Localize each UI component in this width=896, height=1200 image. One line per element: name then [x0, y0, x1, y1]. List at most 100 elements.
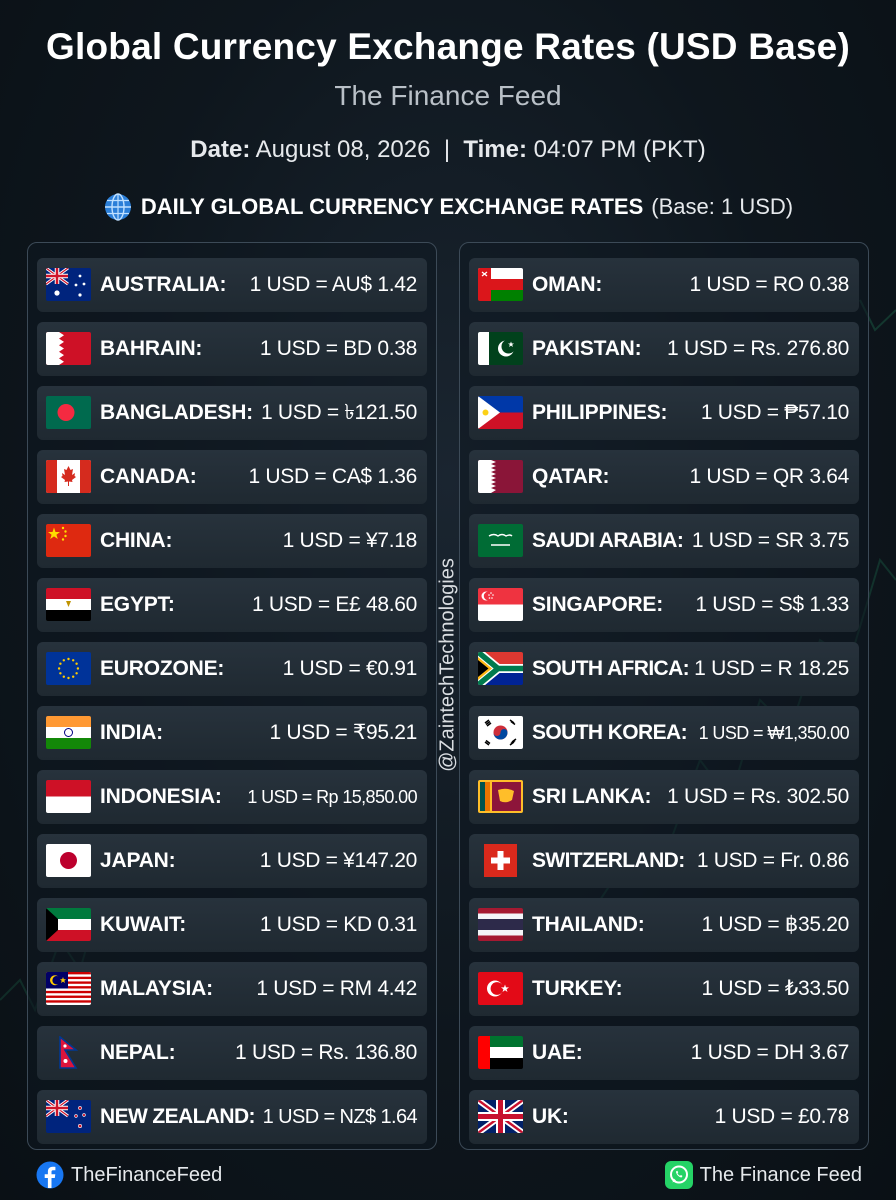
rate-row-uk: UK: 1 USD = £0.78 [469, 1090, 859, 1144]
exchange-rate: 1 USD = DH 3.67 [690, 1041, 850, 1064]
headline-base: (Base: 1 USD) [651, 194, 794, 219]
nepal-flag-icon [46, 1036, 91, 1069]
rate-row-egypt: EGYPT: 1 USD = E£ 48.60 [37, 578, 427, 632]
rate-row-thailand: THAILAND: 1 USD = ฿35.20 [469, 898, 859, 952]
exchange-rate: 1 USD = ৳121.50 [261, 401, 417, 424]
exchange-rate: 1 USD = KD 0.31 [259, 913, 417, 936]
right-rates-panel: OMAN: 1 USD = RO 0.38 PAKISTAN: 1 USD = … [459, 242, 869, 1150]
switzerland-flag-icon [478, 844, 523, 877]
australia-flag-icon [46, 268, 91, 301]
thailand-flag-icon [478, 908, 523, 941]
country-name: INDIA: [100, 721, 163, 744]
rate-row-canada: CANADA: 1 USD = CA$ 1.36 [37, 450, 427, 504]
page-title: Global Currency Exchange Rates (USD Base… [46, 26, 850, 67]
whatsapp-link[interactable]: The Finance Feed [664, 1160, 862, 1190]
country-name: JAPAN: [100, 849, 176, 872]
rate-row-switzerland: SWITZERLAND: 1 USD = Fr. 0.86 [469, 834, 859, 888]
exchange-rate: 1 USD = Fr. 0.86 [696, 849, 849, 872]
exchange-rate: 1 USD = ₩1,350.00 [698, 723, 850, 743]
egypt-flag-icon [46, 588, 91, 621]
country-name: QATAR: [532, 465, 610, 488]
globe-icon [104, 193, 131, 221]
country-name: SINGAPORE: [532, 593, 664, 616]
exchange-rate: 1 USD = £0.78 [714, 1105, 850, 1128]
rate-row-qatar: QATAR: 1 USD = QR 3.64 [469, 450, 859, 504]
rate-row-philippines: PHILIPPINES: 1 USD = ₱57.10 [469, 386, 859, 440]
rate-row-uae: UAE: 1 USD = DH 3.67 [469, 1026, 859, 1080]
india-flag-icon [46, 716, 91, 749]
rate-row-china: CHINA: 1 USD = ¥7.18 [37, 514, 427, 568]
country-name: BANGLADESH: [100, 401, 253, 424]
facebook-link[interactable]: TheFinanceFeed [36, 1160, 222, 1190]
rate-row-pakistan: PAKISTAN: 1 USD = Rs. 276.80 [469, 322, 859, 376]
rate-row-australia: AUSTRALIA: 1 USD = AU$ 1.42 [37, 258, 427, 312]
exchange-rate: 1 USD = ¥7.18 [282, 529, 418, 552]
philippines-flag-icon [478, 396, 523, 429]
exchange-rate: 1 USD = ₹95.21 [269, 721, 418, 744]
rate-row-nepal: NEPAL: 1 USD = Rs. 136.80 [37, 1026, 427, 1080]
country-name: CHINA: [100, 529, 173, 552]
eurozone-flag-icon [46, 652, 91, 685]
exchange-rate: 1 USD = E£ 48.60 [251, 593, 417, 616]
saudi-arabia-flag-icon [478, 524, 523, 557]
country-name: SOUTH AFRICA: [532, 657, 690, 680]
time-value: 04:07 PM (PKT) [533, 136, 706, 163]
country-name: SAUDI ARABIA: [532, 529, 684, 552]
time-label: Time: [463, 136, 527, 163]
exchange-rate: 1 USD = R 18.25 [694, 657, 849, 680]
uk-flag-icon [478, 1100, 523, 1133]
country-name: AUSTRALIA: [100, 273, 227, 296]
rate-row-south-korea: SOUTH KOREA: 1 USD = ₩1,350.00 [469, 706, 859, 760]
country-name: BAHRAIN: [100, 337, 203, 360]
date-label: Date: [190, 136, 251, 163]
sri-lanka-flag-icon [478, 780, 523, 813]
exchange-rate: 1 USD = €0.91 [282, 657, 418, 680]
country-name: OMAN: [532, 273, 603, 296]
left-rates-panel: AUSTRALIA: 1 USD = AU$ 1.42 BAHRAIN: 1 U… [27, 242, 437, 1150]
china-flag-icon [46, 524, 91, 557]
exchange-rate: 1 USD = SR 3.75 [691, 529, 849, 552]
exchange-rate: 1 USD = CA$ 1.36 [248, 465, 417, 488]
exchange-rate: 1 USD = Rs. 276.80 [667, 337, 849, 360]
bangladesh-flag-icon [46, 396, 91, 429]
singapore-flag-icon [478, 588, 523, 621]
rate-row-india: INDIA: 1 USD = ₹95.21 [37, 706, 427, 760]
country-name: EGYPT: [100, 593, 175, 616]
watermark-text: @ZaintechTechnologies [436, 558, 459, 772]
country-name: EUROZONE: [100, 657, 225, 680]
exchange-rate: 1 USD = ¥147.20 [259, 849, 418, 872]
country-name: NEW ZEALAND: [100, 1105, 256, 1128]
country-name: PAKISTAN: [532, 337, 642, 360]
rate-row-saudi-arabia: SAUDI ARABIA: 1 USD = SR 3.75 [469, 514, 859, 568]
exchange-rate: 1 USD = QR 3.64 [689, 465, 850, 488]
country-name: PHILIPPINES: [532, 401, 668, 424]
rate-row-bangladesh: BANGLADESH: 1 USD = ৳121.50 [37, 386, 427, 440]
exchange-rate: 1 USD = Rs. 302.50 [667, 785, 849, 808]
rate-row-sri-lanka: SRI LANKA: 1 USD = Rs. 302.50 [469, 770, 859, 824]
canada-flag-icon [46, 460, 91, 493]
rate-row-japan: JAPAN: 1 USD = ¥147.20 [37, 834, 427, 888]
country-name: MALAYSIA: [100, 977, 213, 1000]
exchange-rate: 1 USD = Rs. 136.80 [235, 1041, 417, 1064]
south-africa-flag-icon [478, 652, 523, 685]
country-name: NEPAL: [100, 1041, 176, 1064]
rate-row-oman: OMAN: 1 USD = RO 0.38 [469, 258, 859, 312]
rate-row-eurozone: EUROZONE: 1 USD = €0.91 [37, 642, 427, 696]
country-name: THAILAND: [532, 913, 645, 936]
country-name: KUWAIT: [100, 913, 187, 936]
rate-row-bahrain: BAHRAIN: 1 USD = BD 0.38 [37, 322, 427, 376]
new-zealand-flag-icon [46, 1100, 91, 1133]
exchange-rate: 1 USD = S$ 1.33 [695, 593, 849, 616]
exchange-rate: 1 USD = RO 0.38 [689, 273, 850, 296]
turkey-flag-icon [478, 972, 523, 1005]
country-name: UAE: [532, 1041, 583, 1064]
headline-text: DAILY GLOBAL CURRENCY EXCHANGE RATES [140, 194, 644, 219]
country-name: SOUTH KOREA: [532, 721, 688, 744]
page-subtitle: The Finance Feed [334, 80, 562, 111]
country-name: SWITZERLAND: [532, 849, 685, 872]
rate-row-singapore: SINGAPORE: 1 USD = S$ 1.33 [469, 578, 859, 632]
bahrain-flag-icon [46, 332, 91, 365]
rate-row-new-zealand: NEW ZEALAND: 1 USD = NZ$ 1.64 [37, 1090, 427, 1144]
date-time-line: Date: August 08, 2026 | Time: 04:07 PM (… [0, 136, 896, 164]
section-headline: DAILY GLOBAL CURRENCY EXCHANGE RATES (Ba… [0, 192, 896, 222]
